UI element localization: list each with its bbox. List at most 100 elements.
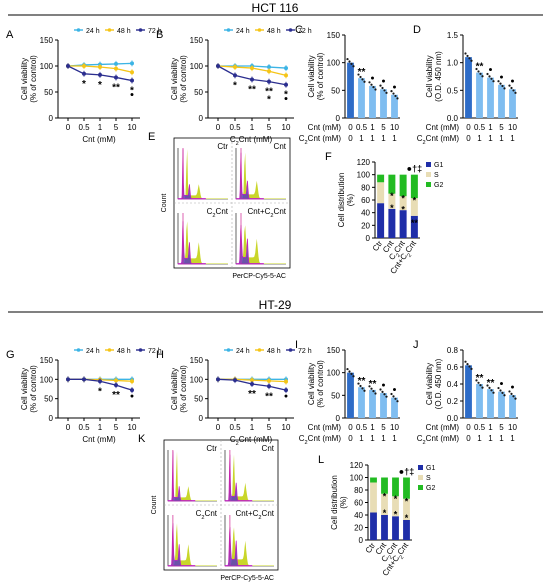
panel-k-hist-g1-peak xyxy=(167,451,196,502)
panel-b-series-point xyxy=(267,79,271,84)
panel-g-legend-marker xyxy=(76,348,81,352)
panel-l-legend-label: G2 xyxy=(426,485,435,492)
panel-b-y-tick-label: 150 xyxy=(190,36,204,45)
panel-h-significance-mark: ** xyxy=(248,389,256,400)
panel-l-significance-mark: * xyxy=(383,491,387,501)
panel-l-significance-mark: * xyxy=(383,508,387,518)
panel-a-significance-mark: * xyxy=(82,79,86,90)
panel-j-data-point xyxy=(477,381,480,384)
panel-a-x-tick-label: 0 xyxy=(66,123,71,132)
panel-a-series-point xyxy=(82,71,86,76)
panel-i-data-point xyxy=(385,395,388,398)
panel-c-y-tick-label: 0 xyxy=(336,114,341,123)
panel-b-significance-mark: * xyxy=(267,95,271,106)
panel-f-bar-segment xyxy=(399,210,407,238)
panel-c-data-point xyxy=(390,90,393,93)
panel-b-legend-marker xyxy=(288,28,293,32)
panel-i-bar xyxy=(391,397,398,418)
panel-h-legend-label: 72 h xyxy=(298,348,312,355)
panel-i-data-point xyxy=(381,390,384,393)
panel-b-x-tick-label: 1 xyxy=(250,123,255,132)
panel-d-row-value: 1 xyxy=(477,134,482,143)
panel-d-row-value: 0 xyxy=(466,134,471,143)
panel-i-data-point xyxy=(392,395,395,398)
panel-j-significance-mark: ** xyxy=(487,378,495,389)
panel-f-bar-segment xyxy=(410,174,418,199)
panel-e-quadrant-label: Ctr xyxy=(217,142,228,151)
panel-h-y-tick-label: 150 xyxy=(190,356,204,365)
panel-h-legend-label: 24 h xyxy=(236,348,250,355)
panel-c-row-value: 0.5 xyxy=(356,123,368,132)
panel-g-legend-label: 72 h xyxy=(148,348,162,355)
panel-c-bar xyxy=(358,78,365,118)
panel-l-bar-segment xyxy=(381,515,388,540)
panel-g-y-tick-label: 0 xyxy=(49,414,54,423)
panel-i-row-value: 0.5 xyxy=(356,423,368,432)
panel-f-legend-label: G1 xyxy=(434,162,443,169)
panel-d-row-label: Cnt (mM) xyxy=(426,123,460,132)
panel-d-row-value: 0.5 xyxy=(474,123,486,132)
panel-i-bar xyxy=(347,372,354,418)
panel-j-y-tick-label: 0.0 xyxy=(447,414,459,423)
panel-e-hist-s-phase xyxy=(236,225,286,264)
panel-j-data-point xyxy=(501,391,504,394)
panel-k-hist-g1-peak xyxy=(224,454,253,502)
panel-g-x-tick-label: 0 xyxy=(66,423,71,432)
panel-j-data-point xyxy=(468,365,471,368)
panel-h-series-point xyxy=(233,378,237,383)
panel-j-bar xyxy=(509,395,516,418)
panel-d-row-value: 0 xyxy=(466,123,471,132)
panel-a-x-label: Cnt (mM) xyxy=(82,135,116,144)
panel-k-hist-s-phase xyxy=(225,527,274,566)
panel-l-bar-segment xyxy=(403,477,410,499)
panel-l-significance-mark: ●†‡ xyxy=(399,467,414,477)
panel-l-bar-segment xyxy=(403,520,410,540)
panel-d-data-point xyxy=(499,82,502,85)
panel-c-data-point xyxy=(352,65,355,68)
panel-h-x-tick-label: 1 xyxy=(250,423,255,432)
panel-g-x-label: Cnt (mM) xyxy=(82,435,116,444)
panel-d-data-point xyxy=(514,91,517,94)
panel-c-row-value: 5 xyxy=(381,123,386,132)
panel-e-hist-g1-peak xyxy=(235,225,264,265)
panel-h-legend-marker xyxy=(226,348,231,352)
panel-f-significance-mark: * xyxy=(401,204,405,214)
panel-j-data-point xyxy=(475,379,478,382)
panel-i-data-point xyxy=(363,389,366,392)
panel-d-data-point xyxy=(477,70,480,73)
panel-a-significance-mark: * xyxy=(98,80,102,91)
panel-j-row-value: 0 xyxy=(466,434,471,443)
panel-h-y-label: Cell viability(% of control) xyxy=(170,365,188,413)
panel-c-data-point xyxy=(374,88,377,91)
panel-i-row-value: 0 xyxy=(348,434,353,443)
panel-i-bar xyxy=(358,387,365,418)
panel-h-significance-mark: ● xyxy=(284,393,288,400)
panel-i-row-value: 10 xyxy=(390,423,399,432)
panel-g-series-point xyxy=(114,383,118,388)
panel-i-row-value: 1 xyxy=(381,434,386,443)
panel-c-bar xyxy=(369,85,376,118)
panel-b-legend-label: 24 h xyxy=(236,28,250,35)
panel-d-data-point xyxy=(464,52,467,55)
panel-k-y-label: Count xyxy=(151,496,158,515)
panel-d-data-point xyxy=(470,59,473,62)
panel-d-y-tick-label: 0.5 xyxy=(447,86,459,95)
panel-l-legend-swatch xyxy=(418,465,423,470)
panel-b-y-label: Cell viability(% of control) xyxy=(170,55,188,103)
panel-c-data-point xyxy=(396,97,399,100)
panel-d-data-point xyxy=(490,77,493,80)
panel-d-bar xyxy=(498,84,505,118)
panel-i-y-tick-label: 150 xyxy=(327,346,341,355)
panel-i-data-point xyxy=(383,393,386,396)
panel-g-x-tick-label: 1 xyxy=(98,423,103,432)
panel-b-series-point xyxy=(267,69,271,74)
panel-c-bar xyxy=(391,94,398,118)
panel-d-data-point xyxy=(486,72,489,76)
panel-j-row-value: 0 xyxy=(466,423,471,432)
panel-j-row-label: Cnt (mM) xyxy=(426,423,460,432)
panel-a-y-tick-label: 50 xyxy=(44,88,53,97)
panel-j-significance-mark: ● xyxy=(510,384,514,391)
panel-b-legend-label: 72 h xyxy=(298,28,312,35)
panel-d-data-point xyxy=(488,75,491,78)
